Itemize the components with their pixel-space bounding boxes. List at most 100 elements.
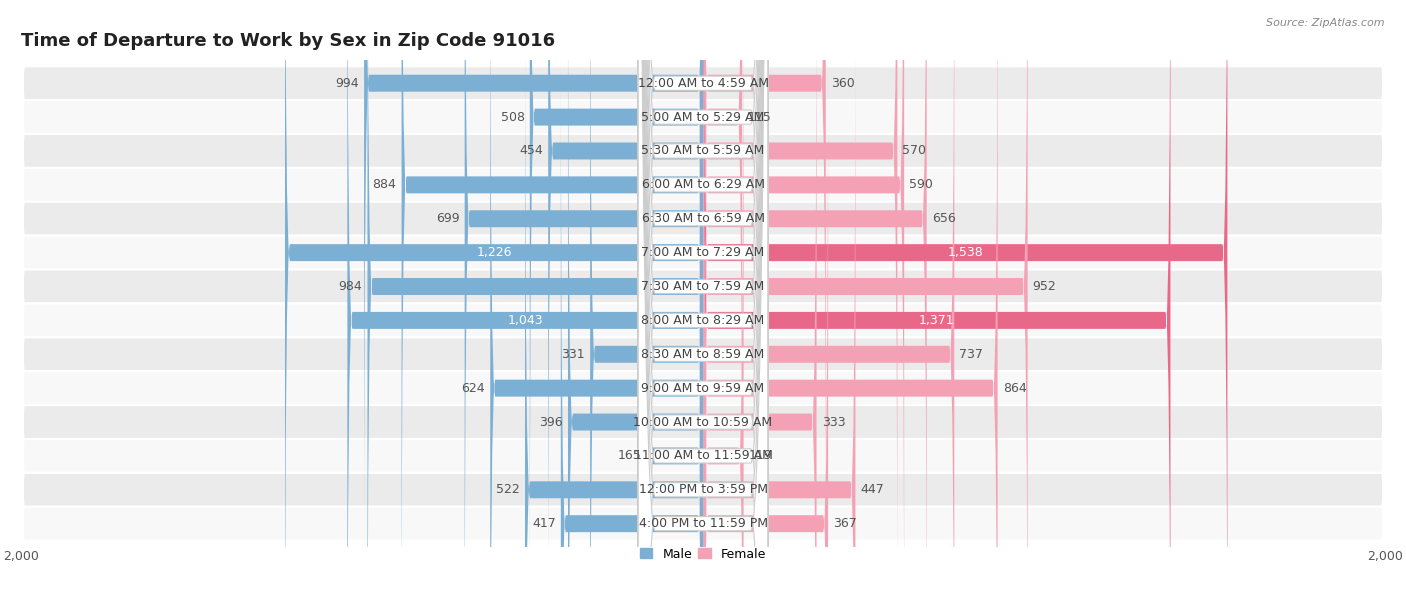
- FancyBboxPatch shape: [21, 66, 1385, 575]
- FancyBboxPatch shape: [638, 0, 768, 595]
- FancyBboxPatch shape: [647, 0, 703, 595]
- Text: 8:00 AM to 8:29 AM: 8:00 AM to 8:29 AM: [641, 314, 765, 327]
- FancyBboxPatch shape: [703, 0, 897, 595]
- Text: Time of Departure to Work by Sex in Zip Code 91016: Time of Departure to Work by Sex in Zip …: [21, 32, 555, 49]
- Text: 367: 367: [834, 517, 858, 530]
- FancyBboxPatch shape: [491, 0, 703, 595]
- FancyBboxPatch shape: [347, 0, 703, 595]
- FancyBboxPatch shape: [703, 0, 998, 595]
- Text: Source: ZipAtlas.com: Source: ZipAtlas.com: [1267, 18, 1385, 28]
- Text: 508: 508: [501, 111, 524, 124]
- Text: 6:30 AM to 6:59 AM: 6:30 AM to 6:59 AM: [641, 212, 765, 226]
- FancyBboxPatch shape: [703, 0, 1170, 595]
- FancyBboxPatch shape: [21, 0, 1385, 371]
- FancyBboxPatch shape: [703, 0, 742, 595]
- FancyBboxPatch shape: [524, 0, 703, 595]
- FancyBboxPatch shape: [21, 0, 1385, 473]
- Text: 5:00 AM to 5:29 AM: 5:00 AM to 5:29 AM: [641, 111, 765, 124]
- FancyBboxPatch shape: [21, 100, 1385, 595]
- FancyBboxPatch shape: [703, 0, 855, 595]
- FancyBboxPatch shape: [703, 0, 744, 595]
- Text: 1,371: 1,371: [920, 314, 955, 327]
- FancyBboxPatch shape: [21, 0, 1385, 405]
- FancyBboxPatch shape: [703, 0, 825, 583]
- Text: 864: 864: [1002, 381, 1026, 394]
- Text: 522: 522: [496, 483, 520, 496]
- FancyBboxPatch shape: [530, 0, 703, 595]
- Text: 115: 115: [748, 111, 770, 124]
- Text: 4:00 PM to 11:59 PM: 4:00 PM to 11:59 PM: [638, 517, 768, 530]
- Text: 6:00 AM to 6:29 AM: 6:00 AM to 6:29 AM: [641, 178, 765, 192]
- Text: 7:00 AM to 7:29 AM: 7:00 AM to 7:29 AM: [641, 246, 765, 259]
- Text: 699: 699: [436, 212, 460, 226]
- FancyBboxPatch shape: [364, 0, 703, 583]
- FancyBboxPatch shape: [21, 0, 1385, 439]
- Text: 952: 952: [1032, 280, 1056, 293]
- Text: 417: 417: [531, 517, 555, 530]
- FancyBboxPatch shape: [21, 32, 1385, 541]
- Text: 7:30 AM to 7:59 AM: 7:30 AM to 7:59 AM: [641, 280, 765, 293]
- FancyBboxPatch shape: [561, 24, 703, 595]
- Text: 884: 884: [373, 178, 396, 192]
- FancyBboxPatch shape: [703, 0, 904, 595]
- FancyBboxPatch shape: [638, 0, 768, 595]
- Text: 8:30 AM to 8:59 AM: 8:30 AM to 8:59 AM: [641, 347, 765, 361]
- FancyBboxPatch shape: [638, 0, 768, 595]
- FancyBboxPatch shape: [638, 0, 768, 595]
- FancyBboxPatch shape: [21, 134, 1385, 595]
- FancyBboxPatch shape: [703, 0, 955, 595]
- FancyBboxPatch shape: [638, 0, 768, 595]
- FancyBboxPatch shape: [638, 0, 768, 595]
- FancyBboxPatch shape: [638, 0, 768, 595]
- Text: 1,538: 1,538: [948, 246, 983, 259]
- Text: 570: 570: [903, 145, 927, 158]
- FancyBboxPatch shape: [638, 0, 768, 595]
- FancyBboxPatch shape: [703, 24, 828, 595]
- Text: 333: 333: [821, 415, 845, 428]
- Text: 656: 656: [932, 212, 956, 226]
- Text: 5:30 AM to 5:59 AM: 5:30 AM to 5:59 AM: [641, 145, 765, 158]
- FancyBboxPatch shape: [367, 0, 703, 595]
- FancyBboxPatch shape: [402, 0, 703, 595]
- Text: 994: 994: [336, 77, 359, 90]
- FancyBboxPatch shape: [591, 0, 703, 595]
- FancyBboxPatch shape: [548, 0, 703, 595]
- FancyBboxPatch shape: [21, 236, 1385, 595]
- FancyBboxPatch shape: [21, 0, 1385, 507]
- FancyBboxPatch shape: [638, 0, 768, 595]
- Text: 360: 360: [831, 77, 855, 90]
- Text: 12:00 AM to 4:59 AM: 12:00 AM to 4:59 AM: [637, 77, 769, 90]
- Text: 10:00 AM to 10:59 AM: 10:00 AM to 10:59 AM: [634, 415, 772, 428]
- FancyBboxPatch shape: [21, 202, 1385, 595]
- Text: 1,226: 1,226: [477, 246, 512, 259]
- Text: 331: 331: [561, 347, 585, 361]
- Text: 12:00 PM to 3:59 PM: 12:00 PM to 3:59 PM: [638, 483, 768, 496]
- FancyBboxPatch shape: [638, 0, 768, 595]
- FancyBboxPatch shape: [703, 0, 927, 595]
- FancyBboxPatch shape: [638, 0, 768, 595]
- FancyBboxPatch shape: [703, 0, 1227, 595]
- FancyBboxPatch shape: [464, 0, 703, 595]
- Text: 11:00 AM to 11:59 AM: 11:00 AM to 11:59 AM: [634, 449, 772, 462]
- FancyBboxPatch shape: [638, 0, 768, 595]
- FancyBboxPatch shape: [703, 0, 1028, 595]
- Text: 165: 165: [617, 449, 641, 462]
- Text: 1,043: 1,043: [508, 314, 543, 327]
- FancyBboxPatch shape: [21, 0, 1385, 337]
- FancyBboxPatch shape: [21, 168, 1385, 595]
- Text: 396: 396: [540, 415, 562, 428]
- FancyBboxPatch shape: [285, 0, 703, 595]
- FancyBboxPatch shape: [703, 0, 817, 595]
- FancyBboxPatch shape: [568, 0, 703, 595]
- Text: 119: 119: [748, 449, 772, 462]
- Text: 590: 590: [910, 178, 934, 192]
- FancyBboxPatch shape: [21, 270, 1385, 595]
- Text: 737: 737: [959, 347, 983, 361]
- Text: 454: 454: [519, 145, 543, 158]
- Text: 624: 624: [461, 381, 485, 394]
- Text: 984: 984: [339, 280, 363, 293]
- Legend: Male, Female: Male, Female: [636, 543, 770, 565]
- FancyBboxPatch shape: [638, 0, 768, 595]
- Text: 9:00 AM to 9:59 AM: 9:00 AM to 9:59 AM: [641, 381, 765, 394]
- FancyBboxPatch shape: [638, 0, 768, 595]
